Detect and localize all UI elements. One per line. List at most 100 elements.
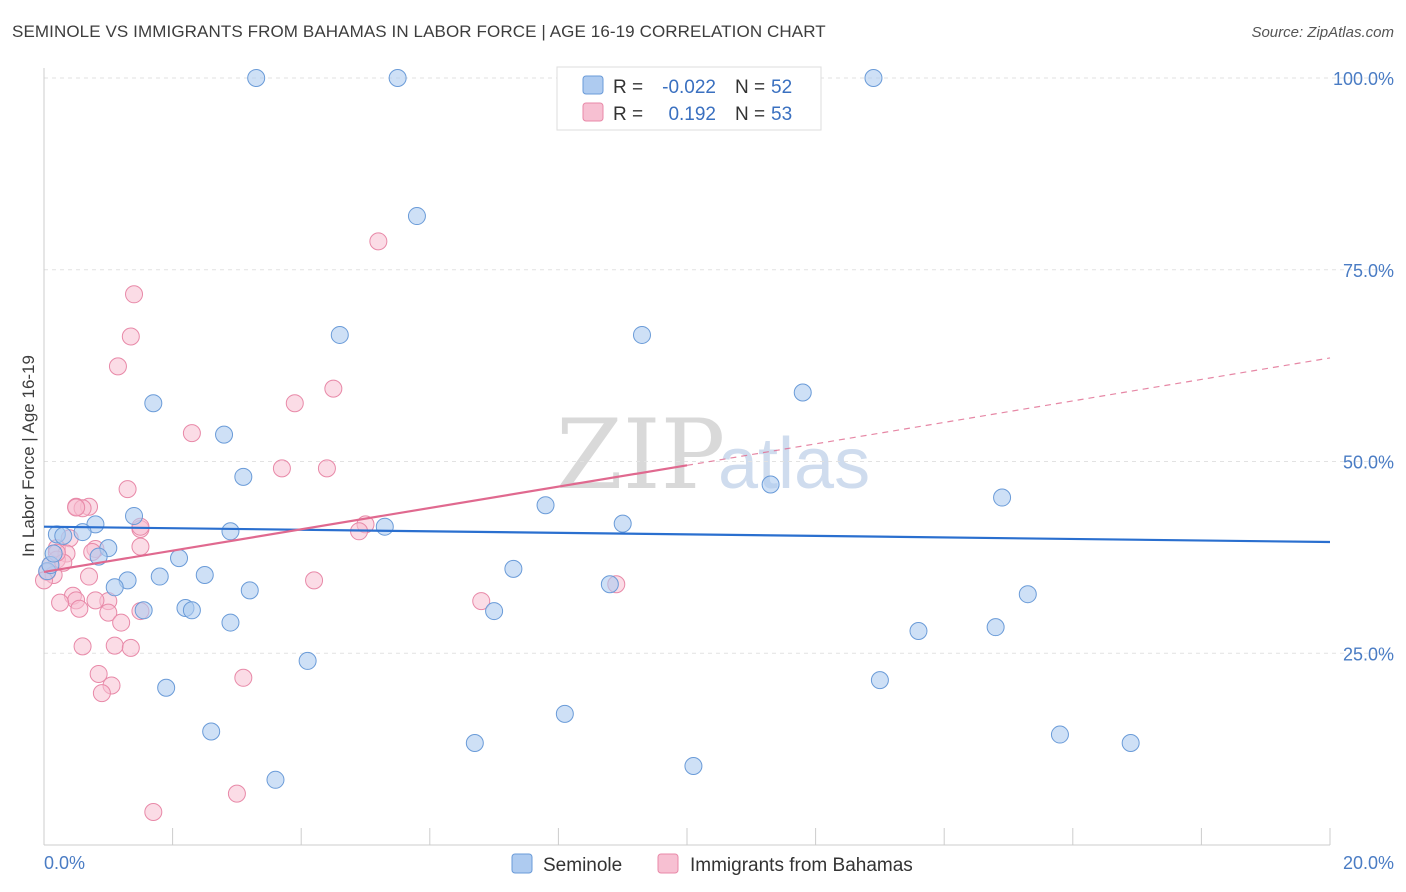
legend-r-value-bahamas: 0.192 [668,104,716,125]
point-seminole-32 [1018,585,1037,604]
point-seminole-51 [44,544,63,563]
y-axis-label: In Labor Force | Age 16-19 [19,355,38,557]
point-bahamas-0 [369,232,388,251]
bottom-legend-swatch-bahamas [657,853,679,874]
point-bahamas-36 [70,599,89,618]
bottom-legend-label-seminole: Seminole [543,855,622,876]
chart-source: Source: ZipAtlas.com [1251,24,1394,41]
legend-n-label-seminole: N = [735,77,765,98]
point-seminole-8 [215,425,234,444]
point-bahamas-9 [118,480,137,499]
point-bahamas-7 [272,459,291,478]
point-seminole-44 [202,722,221,741]
point-bahamas-38 [99,603,118,622]
point-bahamas-51 [67,498,86,517]
legend-n-label-bahamas: N = [735,104,765,125]
trendline-bahamas [43,464,688,574]
point-seminole-37 [221,613,240,632]
point-seminole-26 [195,566,214,585]
point-bahamas-44 [234,668,253,687]
y-tick-label-100: 100.0% [1333,69,1394,89]
point-seminole-41 [157,678,176,697]
point-seminole-25 [150,567,169,586]
point-seminole-40 [298,651,317,670]
trendline-bahamas-extension [686,357,1331,466]
point-bahamas-5 [324,379,343,398]
point-bahamas-48 [144,803,163,822]
x-tick-label-min: 0.0% [44,853,85,873]
point-bahamas-4 [285,394,304,413]
point-seminole-43 [555,704,574,723]
point-bahamas-6 [182,424,201,443]
x-ticks [172,828,1331,845]
point-bahamas-35 [472,592,491,611]
legend-n-value-seminole: 52 [771,77,792,98]
point-seminole-0 [247,69,266,87]
point-seminole-13 [125,506,144,525]
point-seminole-34 [182,601,201,620]
trendline-seminole [43,525,1331,544]
point-seminole-16 [375,517,394,536]
y-tick-label-25: 25.0% [1343,644,1394,664]
point-bahamas-27 [80,567,99,586]
point-seminole-36 [485,602,504,621]
point-bahamas-40 [73,637,92,656]
point-seminole-6 [144,394,163,413]
bottom-legend-swatch-seminole [511,853,533,874]
point-bahamas-8 [317,459,336,478]
trendlines [43,357,1331,574]
point-seminole-1 [388,69,407,87]
point-seminole-22 [89,547,108,566]
point-bahamas-47 [227,784,246,803]
watermark-atlas: atlas [718,424,870,504]
legend-swatch-bahamas [582,102,604,122]
chart-title: SEMINOLE VS IMMIGRANTS FROM BAHAMAS IN L… [12,22,826,41]
point-seminole-17 [221,522,240,541]
point-seminole-20 [54,526,73,545]
point-seminole-7 [793,383,812,402]
point-seminole-4 [330,325,349,344]
legend-swatch-seminole [582,75,604,95]
point-bahamas-41 [105,636,124,655]
x-tick-label-max: 20.0% [1343,853,1394,873]
y-tick-label-75: 75.0% [1343,261,1394,281]
watermark-zip: ZIP [556,399,725,511]
point-seminole-9 [234,467,253,486]
point-seminole-46 [1050,725,1069,744]
point-bahamas-3 [108,357,127,376]
point-seminole-35 [134,601,153,620]
point-bahamas-39 [112,613,131,632]
y-tick-labels: 100.0% 75.0% 50.0% 25.0% [1333,69,1394,664]
point-seminole-28 [105,578,124,597]
point-seminole-42 [870,671,889,690]
point-seminole-49 [266,770,285,789]
point-bahamas-28 [305,571,324,590]
point-seminole-30 [600,575,619,594]
point-seminole-12 [536,496,555,515]
point-bahamas-1 [125,285,144,304]
legend-r-label-seminole: R = [613,77,643,98]
point-bahamas-34 [86,591,105,610]
point-seminole-47 [1121,733,1140,752]
series-seminole-points [38,69,1140,789]
point-seminole-48 [684,756,703,775]
legend-r-label-bahamas: R = [613,104,643,125]
point-bahamas-32 [51,593,70,612]
point-bahamas-46 [92,684,111,703]
top-legend: R = -0.022 N = 52 R = 0.192 N = 53 [556,66,822,131]
point-seminole-39 [986,618,1005,637]
bottom-legend-label-bahamas: Immigrants from Bahamas [690,855,913,876]
point-seminole-31 [504,559,523,578]
point-seminole-5 [632,325,651,344]
point-seminole-2 [864,69,883,87]
point-bahamas-43 [89,664,108,683]
point-seminole-15 [613,514,632,533]
legend-n-value-bahamas: 53 [771,104,792,125]
point-seminole-23 [170,549,189,568]
point-seminole-11 [993,488,1012,507]
point-seminole-10 [761,475,780,494]
point-bahamas-21 [131,537,150,556]
y-tick-label-50: 50.0% [1343,453,1394,473]
bottom-legend: Seminole Immigrants from Bahamas [511,853,913,876]
point-seminole-45 [465,733,484,752]
